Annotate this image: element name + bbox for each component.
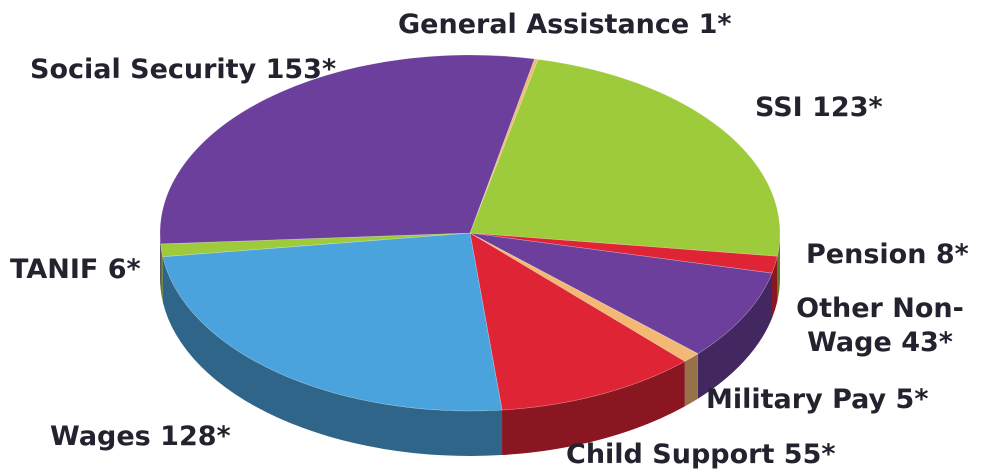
value-label: 43* [901,327,953,358]
slice-label: General Assistance 1* [398,8,732,42]
value-label: 128* [160,421,231,452]
slice [469,232,686,411]
slice-label: Social Security 153* [30,53,336,87]
slice [162,232,503,412]
slice-label: Other Non-Wage 43* [765,292,995,360]
value-label: 5* [895,384,929,415]
value-label: 8* [935,239,969,270]
slice [469,232,699,362]
slice-side [160,243,163,302]
slice [469,59,781,257]
slice-side [162,256,503,456]
slice [469,232,778,274]
slice [159,54,535,245]
slice-side [777,233,780,302]
category-name: General Assistance [398,9,690,40]
category-name: Wages [50,421,151,452]
value-label: 1* [698,9,732,40]
slice-side [772,256,778,319]
slice-side [502,361,685,456]
category-name: Pension [806,239,927,270]
slice [469,232,773,355]
slice [469,58,539,234]
category-name: TANIF [10,254,99,285]
slice-side [697,273,773,399]
value-label: 55* [783,439,836,470]
slice-label: Wages 128* [50,420,231,454]
slice-side [684,353,698,407]
slice-label: Pension 8* [806,238,969,272]
category-name: SSI [755,92,803,123]
value-label: 153* [265,54,337,85]
category-name: Military Pay [706,384,887,415]
category-name: Other Non-Wage [796,293,964,358]
category-name: Child Support [566,439,775,470]
slice-label: SSI 123* [755,91,883,125]
category-name: Social Security [30,54,257,85]
slice [160,232,471,258]
slice-label: TANIF 6* [10,253,141,287]
value-label: 123* [812,92,883,123]
value-label: 6* [107,254,141,285]
slice-label: Military Pay 5* [706,383,928,417]
slice-label: Child Support 55* [566,438,835,472]
slice-side [160,233,161,289]
